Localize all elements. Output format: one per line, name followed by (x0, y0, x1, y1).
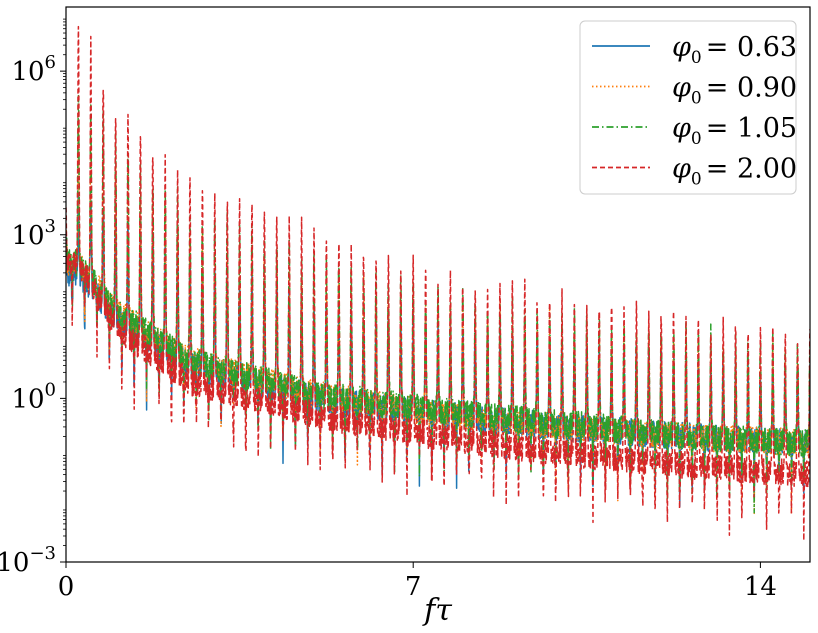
x-axis-label: fτ (422, 593, 452, 628)
legend: φ0 = 0.63 φ0 = 0.90 φ0 = 1.05 φ0 = 2.00 (579, 20, 797, 195)
legend-label: φ0 = 0.63 (672, 32, 797, 68)
y-tick-label: 100 (11, 379, 56, 414)
series-line (66, 25, 810, 542)
x-axis: 0 7 14 (58, 562, 777, 602)
y-axis: 10−3 100 103 106 (0, 18, 66, 578)
series-layer (66, 25, 810, 542)
legend-label: φ0 = 1.05 (672, 113, 797, 149)
y-tick-label: 103 (11, 216, 56, 251)
y-tick-label: 10−3 (0, 543, 56, 578)
x-tick-label: 0 (58, 572, 75, 602)
plot-frame (65, 6, 811, 563)
y-tick-label: 106 (11, 52, 56, 87)
x-tick-label: 14 (744, 572, 777, 602)
legend-label: φ0 = 0.90 (672, 73, 797, 109)
x-tick-label: 7 (405, 572, 422, 602)
legend-box (579, 20, 797, 195)
legend-label: φ0 = 2.00 (672, 154, 797, 190)
